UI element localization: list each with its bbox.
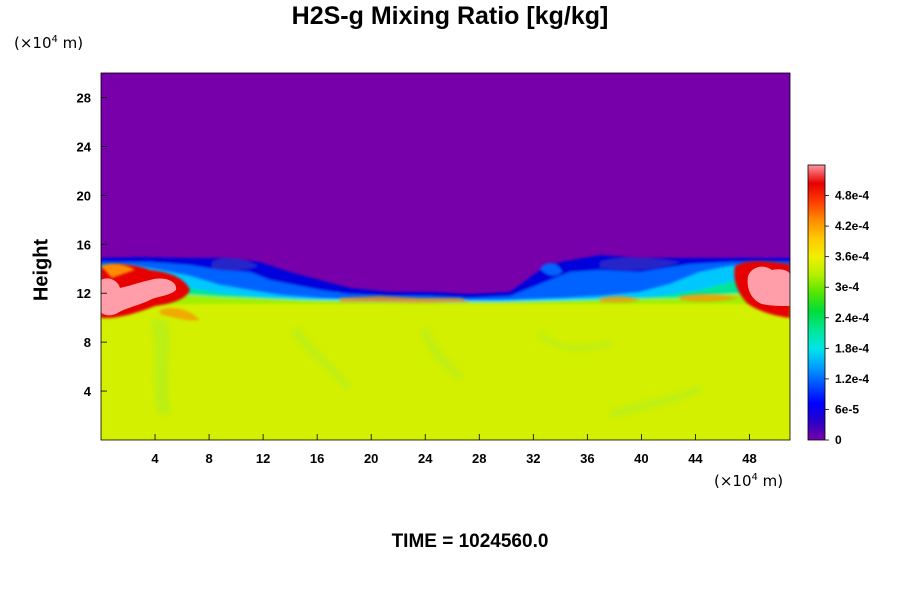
plot-frame	[100, 72, 791, 441]
colorbar-tick-label: 4.8e-4	[835, 189, 869, 203]
x-tick-label: 16	[310, 451, 324, 466]
field-interface-highlights	[160, 293, 740, 321]
colorbar-tick-label: 3.6e-4	[835, 250, 869, 264]
y-tick-label: 8	[84, 335, 91, 350]
colorbar	[807, 164, 826, 441]
heatmap-field	[101, 73, 790, 440]
colorbar-tick-label: 4.2e-4	[835, 219, 869, 233]
field-high-patch-left	[101, 263, 190, 318]
x-tick-label: 44	[688, 451, 703, 466]
colorbar-tick-label: 3e-4	[835, 280, 859, 294]
field-high-patch-right	[734, 261, 790, 318]
x-tick-label: 40	[634, 451, 648, 466]
y-tick-label: 4	[84, 384, 92, 399]
time-label: TIME = 1024560.0	[391, 531, 549, 552]
x-tick-label: 48	[742, 451, 756, 466]
colorbar-tick-label: 1.8e-4	[835, 341, 869, 355]
colorbar-ticks: 0 6e-5 1.2e-4 1.8e-4 2.4e-4 3e-4 3.6e-4 4.2e-4 4…	[825, 189, 869, 447]
y-tick-label: 16	[77, 237, 91, 252]
y-tick-label: 12	[77, 286, 91, 301]
colorbar-tick-label: 1.2e-4	[835, 372, 869, 386]
x-tick-label: 8	[205, 451, 212, 466]
x-tick-label: 20	[364, 451, 378, 466]
x-axis-ticks: 4 8 12 16 20 24 28 32 36 40 44 48	[151, 434, 757, 466]
x-tick-label: 24	[418, 451, 433, 466]
y-tick-label: 28	[77, 90, 91, 105]
field-streaks	[150, 320, 702, 418]
y-axis-ticks: 4 8 12 16 20 24 28	[77, 90, 107, 399]
chart-title: H2S-g Mixing Ratio [kg/kg]	[291, 2, 609, 30]
colorbar-tick-label: 0	[835, 433, 842, 447]
y-tick-label: 20	[77, 188, 91, 203]
y-tick-label: 24	[77, 139, 92, 154]
colorbar-tick-label: 2.4e-4	[835, 311, 869, 325]
x-tick-label: 28	[472, 451, 486, 466]
x-tick-label: 32	[526, 451, 540, 466]
x-tick-label: 12	[256, 451, 270, 466]
x-tick-label: 36	[580, 451, 594, 466]
y-unit-label: (×104 m)	[14, 34, 84, 52]
x-tick-label: 4	[151, 451, 159, 466]
x-unit-label: (×104 m)	[714, 472, 784, 490]
colorbar-tick-label: 6e-5	[835, 402, 859, 416]
